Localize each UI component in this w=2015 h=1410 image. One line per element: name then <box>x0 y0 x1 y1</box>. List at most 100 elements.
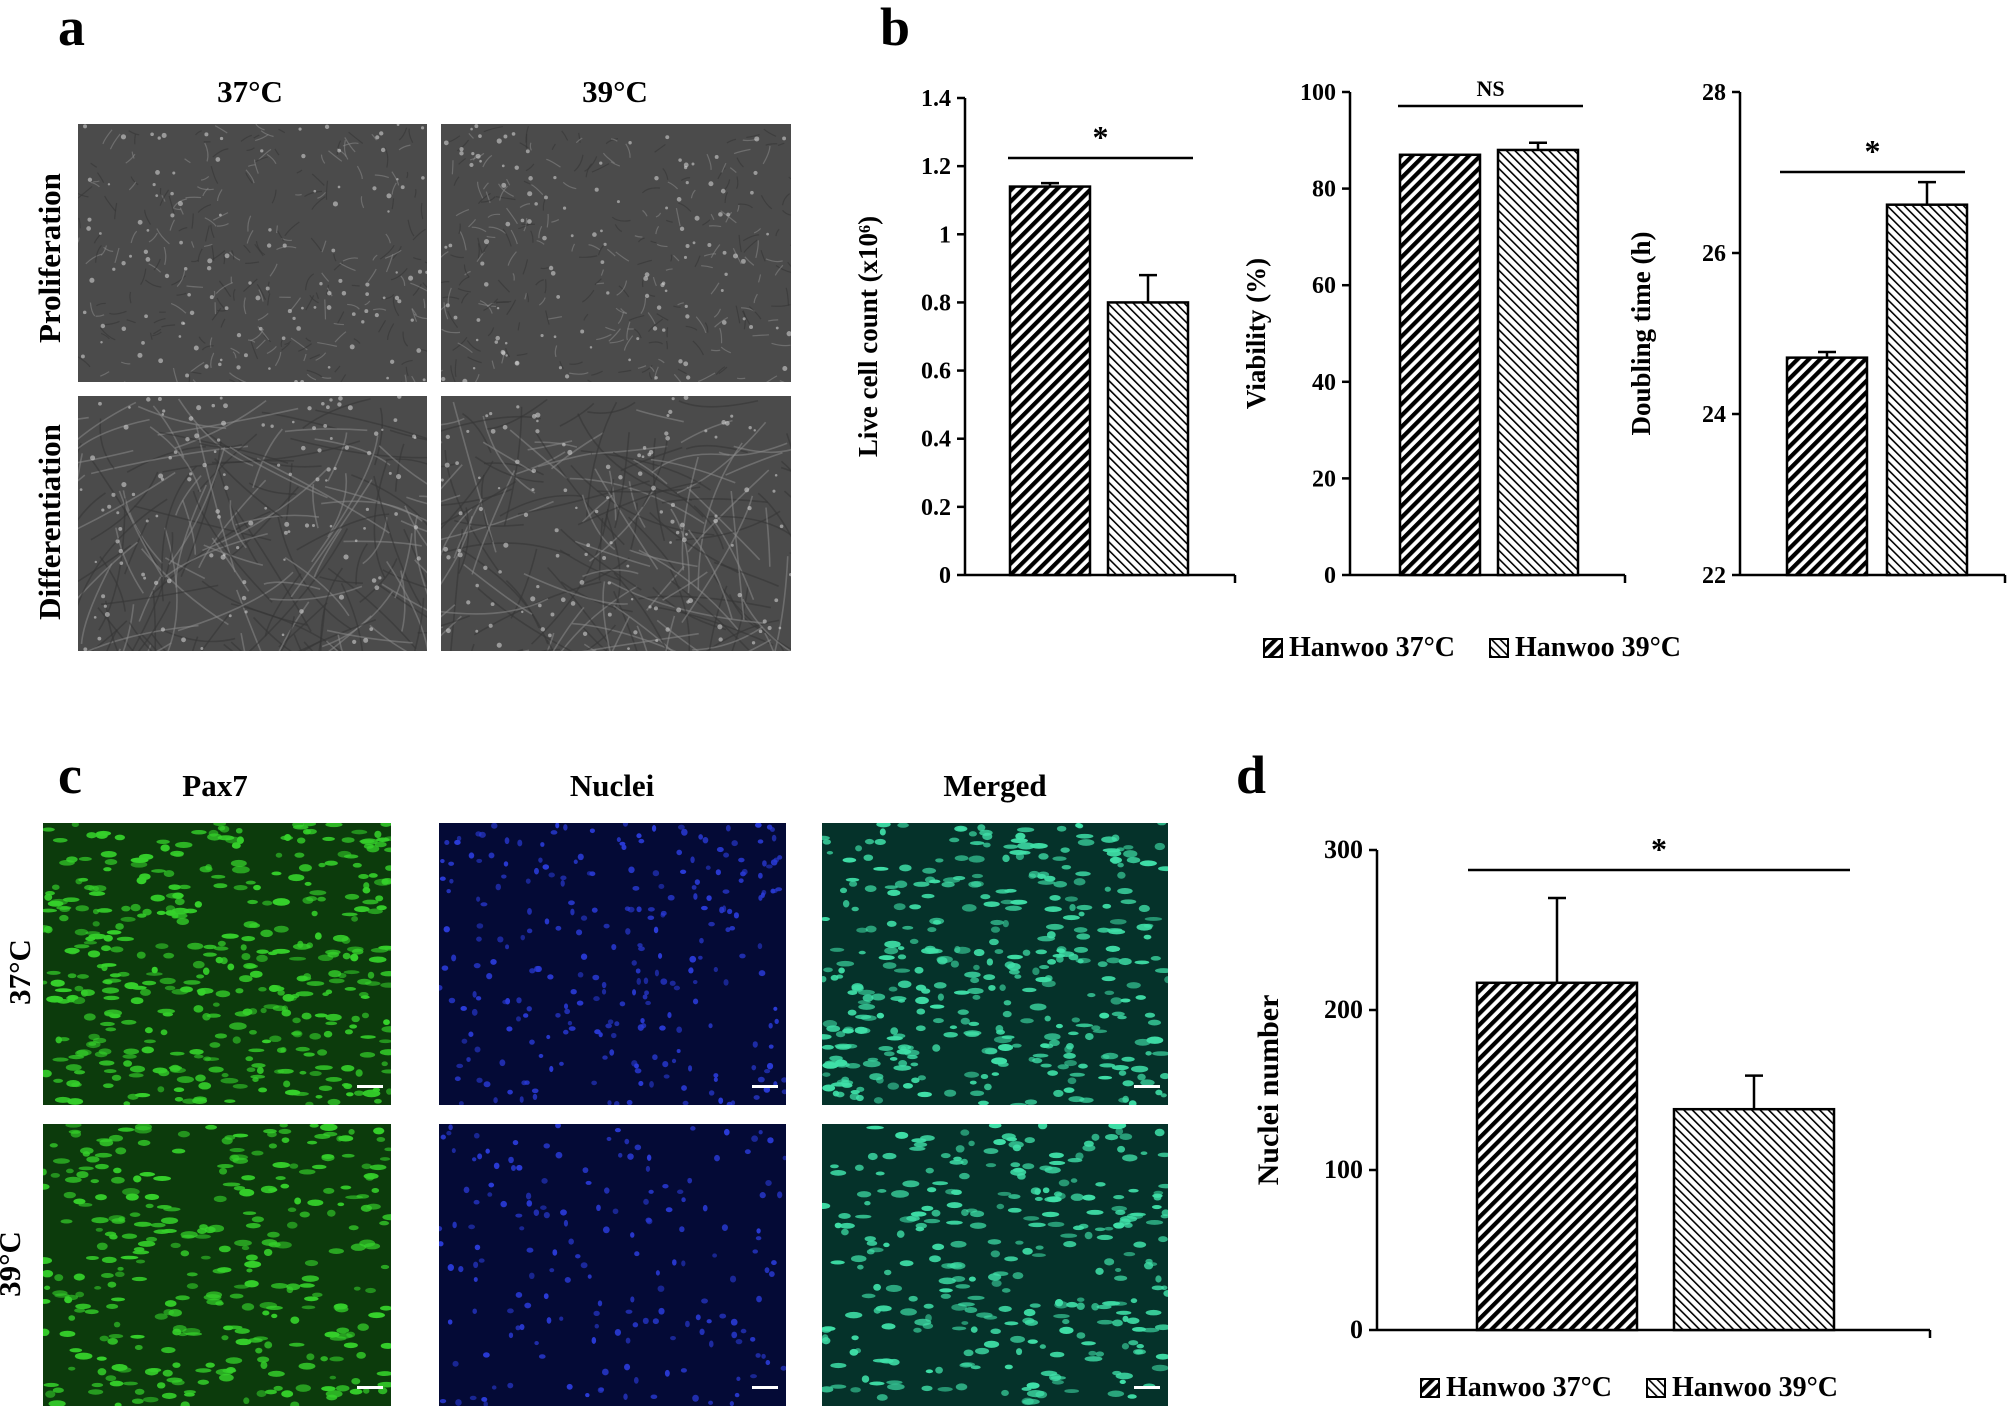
cell-texture <box>587 379 593 382</box>
cell-mark <box>52 837 68 843</box>
cell-dot <box>675 530 680 535</box>
cell-mark <box>82 1151 90 1157</box>
cell-texture <box>483 298 499 312</box>
cell-mark <box>965 1208 978 1213</box>
cell-texture <box>284 556 350 617</box>
cell-texture <box>515 451 566 475</box>
cell-mark <box>1144 1012 1156 1018</box>
cell-mark <box>473 1199 480 1205</box>
cell-mark <box>1118 1070 1127 1076</box>
cell-texture <box>583 313 589 321</box>
cell-mark <box>924 876 936 884</box>
cell-texture <box>477 243 480 260</box>
cell-mark <box>335 1332 353 1339</box>
cell-texture <box>570 464 715 536</box>
cell-mark <box>690 1126 696 1131</box>
cell-mark <box>52 1057 69 1062</box>
cell-mark <box>224 1099 236 1103</box>
cell-mark <box>632 885 640 891</box>
cell-dot <box>261 423 265 427</box>
cell-dot <box>121 326 127 331</box>
cell-dot <box>694 215 700 221</box>
cell-dot <box>200 647 204 650</box>
cell-mark <box>628 866 635 874</box>
cell-texture <box>656 243 668 248</box>
cell-mark <box>344 893 360 900</box>
cell-mark <box>103 1069 117 1074</box>
cell-dot <box>326 467 331 472</box>
cell-mark <box>122 1381 138 1386</box>
cell-mark <box>660 978 668 985</box>
cell-mark <box>134 1093 151 1098</box>
cell-mark <box>1154 842 1166 851</box>
cell-dot <box>326 405 330 410</box>
cell-mark <box>191 829 207 835</box>
cell-mark <box>163 952 175 959</box>
significance-label: * <box>1865 133 1881 169</box>
cell-texture <box>394 443 405 492</box>
cell-mark <box>175 841 193 849</box>
cell-texture <box>96 172 105 183</box>
cell-texture <box>245 172 253 184</box>
cell-mark <box>653 926 659 934</box>
cell-mark <box>983 901 1000 907</box>
cell-texture <box>144 279 162 288</box>
cell-mark <box>549 1065 554 1073</box>
cell-mark <box>1007 962 1021 971</box>
cell-mark <box>1109 856 1122 864</box>
cell-texture <box>237 378 242 382</box>
cell-mark <box>221 1072 229 1078</box>
cell-mark <box>169 1051 185 1056</box>
cell-dot <box>123 424 129 430</box>
cell-mark <box>341 912 358 917</box>
cell-mark <box>560 875 567 881</box>
cell-dot <box>445 303 450 308</box>
y-tick-label: 0.4 <box>921 427 951 453</box>
cell-texture <box>718 366 728 375</box>
cell-mark <box>634 1144 642 1151</box>
cell-texture <box>89 302 96 317</box>
cell-texture <box>255 240 266 256</box>
cell-mark <box>1118 1097 1130 1103</box>
cell-texture <box>250 341 259 360</box>
cell-dot <box>475 338 479 342</box>
cell-mark <box>233 884 248 891</box>
cell-dot <box>387 210 390 213</box>
cell-mark <box>886 1380 903 1385</box>
cell-mark <box>949 1261 966 1270</box>
cell-mark <box>855 845 863 852</box>
cell-mark <box>1112 1319 1123 1327</box>
cell-texture <box>141 548 229 626</box>
cell-mark <box>83 940 97 945</box>
cell-mark <box>85 1255 99 1260</box>
cell-mark <box>256 1066 264 1074</box>
cell-mark <box>750 1336 756 1342</box>
cell-mark <box>883 1269 892 1276</box>
cell-mark <box>341 1064 355 1072</box>
cell-mark <box>915 1222 928 1229</box>
cell-dot <box>131 492 136 497</box>
cell-mark <box>1082 1144 1096 1152</box>
cell-mark <box>765 864 773 869</box>
cell-mark <box>468 1224 476 1230</box>
cell-texture <box>211 537 250 592</box>
cell-mark <box>676 1189 684 1194</box>
cell-dot <box>606 291 610 295</box>
cell-mark <box>943 1031 958 1038</box>
cell-mark <box>750 1374 757 1379</box>
cell-mark <box>1049 1039 1060 1047</box>
cell-mark <box>757 943 763 950</box>
cell-texture <box>378 320 387 333</box>
cell-mark <box>225 1357 243 1364</box>
cell-mark <box>822 1020 838 1028</box>
cell-mark <box>156 839 170 845</box>
cell-dot <box>369 627 374 632</box>
cell-mark <box>946 1220 963 1225</box>
cell-dot <box>603 242 607 246</box>
cell-mark <box>652 870 660 877</box>
cell-dot <box>476 318 481 322</box>
cell-mark <box>526 1247 534 1253</box>
cell-dot <box>652 326 658 331</box>
cell-mark <box>241 952 251 961</box>
cell-mark <box>526 1006 532 1012</box>
